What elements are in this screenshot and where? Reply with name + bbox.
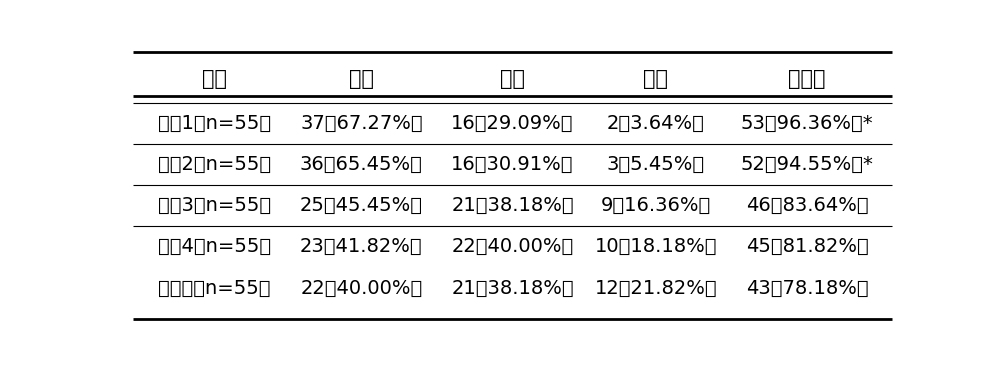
Text: 2（3.64%）: 2（3.64%）: [607, 114, 705, 133]
Text: 3（5.45%）: 3（5.45%）: [607, 155, 705, 174]
Text: 16（29.09%）: 16（29.09%）: [451, 114, 574, 133]
Text: 25（45.45%）: 25（45.45%）: [300, 196, 423, 215]
Text: 16（30.91%）: 16（30.91%）: [451, 155, 574, 174]
Text: 21（38.18%）: 21（38.18%）: [451, 196, 574, 215]
Text: 52（94.55%）*: 52（94.55%）*: [741, 155, 873, 174]
Text: 组别: 组别: [202, 69, 227, 89]
Text: 10（18.18%）: 10（18.18%）: [595, 237, 717, 256]
Text: 36（65.45%）: 36（65.45%）: [300, 155, 423, 174]
Text: 治疗1（n=55）: 治疗1（n=55）: [158, 114, 271, 133]
Text: 治疗2（n=55）: 治疗2（n=55）: [158, 155, 271, 174]
Text: 无效: 无效: [643, 69, 668, 89]
Text: 9（16.36%）: 9（16.36%）: [601, 196, 711, 215]
Text: 有效: 有效: [500, 69, 525, 89]
Text: 对照组（n=55）: 对照组（n=55）: [158, 279, 270, 298]
Text: 37（67.27%）: 37（67.27%）: [300, 114, 423, 133]
Text: 45（81.82%）: 45（81.82%）: [746, 237, 868, 256]
Text: 12（21.82%）: 12（21.82%）: [595, 279, 717, 298]
Text: 22（40.00%）: 22（40.00%）: [300, 279, 422, 298]
Text: 23（41.82%）: 23（41.82%）: [300, 237, 423, 256]
Text: 21（38.18%）: 21（38.18%）: [451, 279, 574, 298]
Text: 治疗4（n=55）: 治疗4（n=55）: [158, 237, 271, 256]
Text: 53（96.36%）*: 53（96.36%）*: [741, 114, 873, 133]
Text: 46（83.64%）: 46（83.64%）: [746, 196, 868, 215]
Text: 显效: 显效: [349, 69, 374, 89]
Text: 治疗3（n=55）: 治疗3（n=55）: [158, 196, 271, 215]
Text: 43（78.18%）: 43（78.18%）: [746, 279, 868, 298]
Text: 22（40.00%）: 22（40.00%）: [451, 237, 574, 256]
Text: 总有效: 总有效: [788, 69, 826, 89]
